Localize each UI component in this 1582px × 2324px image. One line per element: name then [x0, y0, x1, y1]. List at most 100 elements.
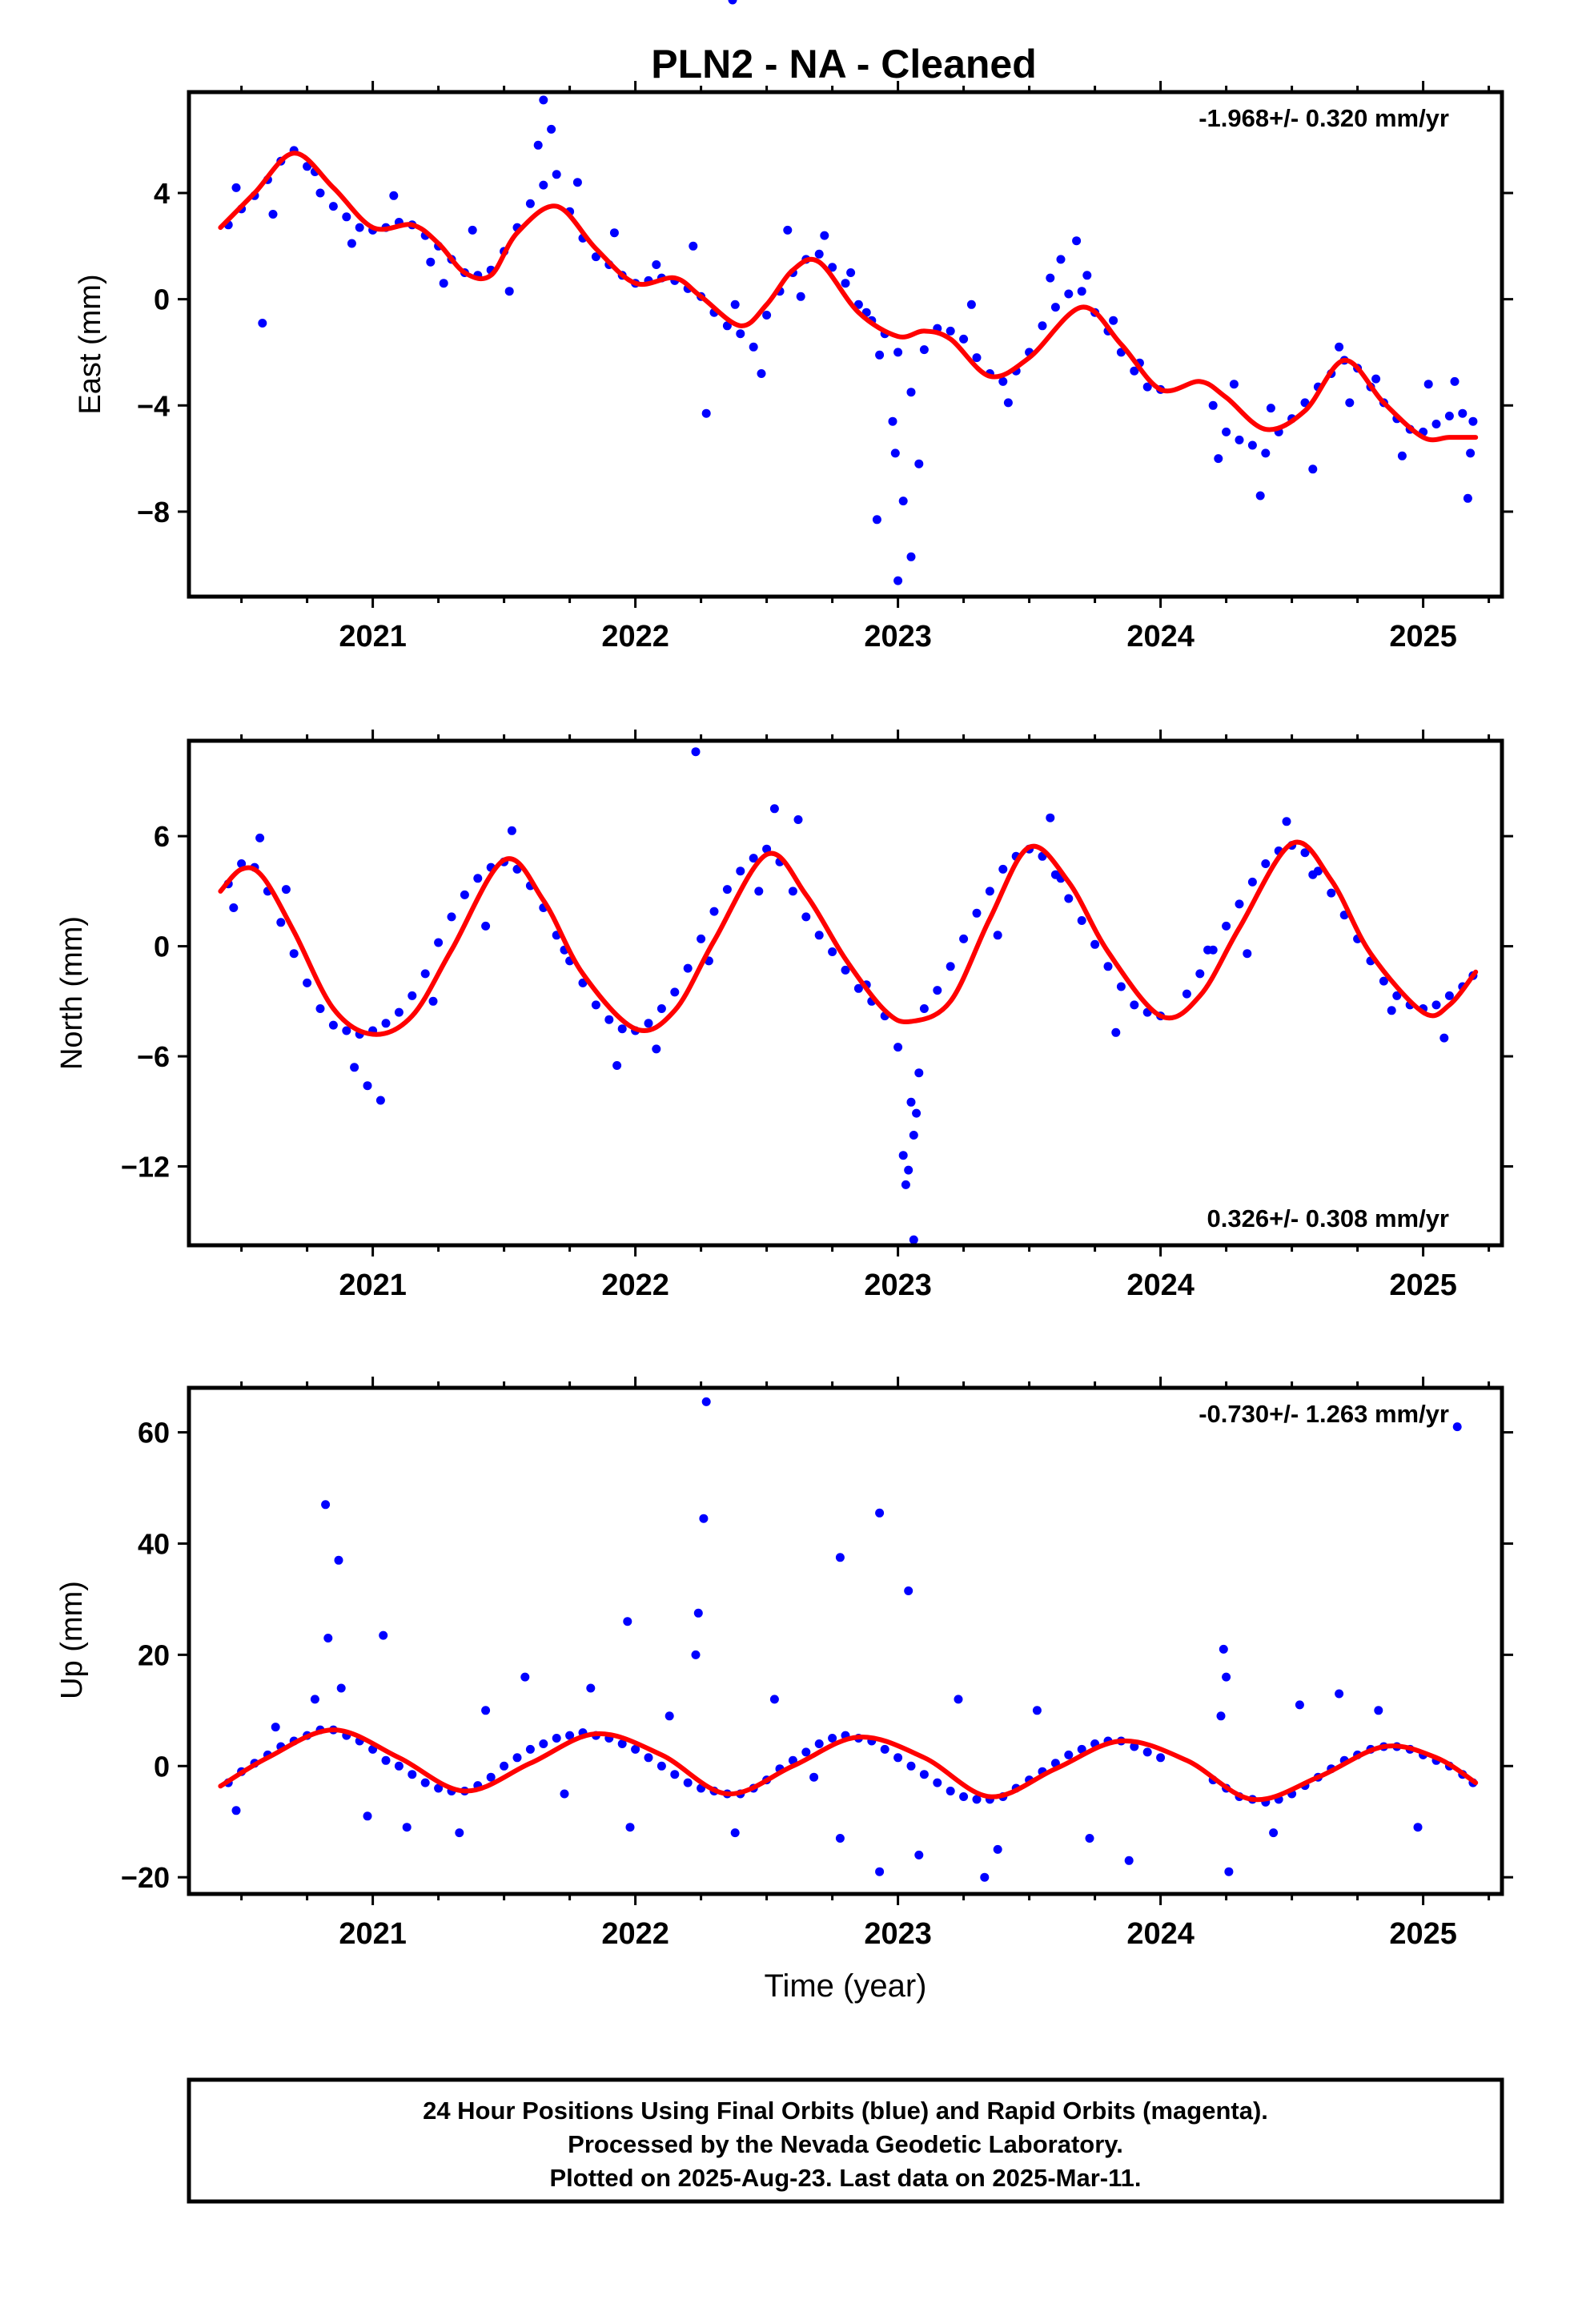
- north-data-point: [281, 885, 291, 895]
- north-data-point: [375, 1096, 385, 1105]
- east-data-point: [609, 228, 619, 238]
- up-y-tick-label: 0: [154, 1750, 170, 1783]
- up-data-point: [699, 1514, 709, 1523]
- up-data-point: [693, 1608, 703, 1618]
- north-data-point: [656, 1004, 666, 1013]
- east-data-point: [946, 326, 955, 336]
- east-data-point: [1229, 380, 1239, 389]
- north-data-point: [904, 1165, 913, 1175]
- north-data-point: [1300, 848, 1310, 858]
- north-data-point: [1444, 991, 1454, 1000]
- east-data-point: [1056, 255, 1066, 264]
- east-data-point: [1261, 448, 1271, 458]
- up-y-tick-label: 40: [138, 1527, 170, 1560]
- up-data-point: [972, 1795, 982, 1804]
- x-axis-label: Time (year): [765, 1968, 927, 2004]
- north-panel: 2021 2022 2023 2024 2025 6 0 −6 −12 0.326+/- 0.3…: [55, 730, 1513, 1302]
- east-data-point: [1130, 366, 1139, 376]
- north-rate-annotation: 0.326+/- 0.308 mm/yr: [1207, 1204, 1449, 1232]
- north-data-point: [1379, 976, 1388, 986]
- east-data-point: [783, 225, 793, 235]
- up-data-point: [1156, 1753, 1166, 1763]
- up-y-tick-label: 20: [138, 1638, 170, 1671]
- north-data-point: [1392, 991, 1402, 1000]
- north-data-point: [853, 983, 863, 993]
- north-data-point: [1439, 1033, 1449, 1043]
- up-data-marks: [218, 0, 1479, 1882]
- up-data-point: [1269, 1828, 1279, 1838]
- up-data-point: [954, 1695, 963, 1704]
- up-data-point: [914, 1850, 924, 1860]
- north-data-point: [972, 908, 982, 918]
- up-data-point: [402, 1823, 412, 1832]
- up-data-point: [670, 1770, 680, 1779]
- east-data-point: [757, 369, 766, 378]
- east-data-point: [796, 292, 805, 301]
- east-data-point: [1003, 398, 1013, 408]
- north-data-point: [993, 931, 1002, 940]
- east-data-point: [814, 249, 824, 259]
- north-data-point: [946, 962, 955, 971]
- east-data-point: [1247, 440, 1257, 450]
- east-data-point: [872, 515, 881, 525]
- up-data-point: [1085, 1834, 1094, 1843]
- north-data-point: [237, 859, 247, 868]
- north-y-tick-label: −6: [137, 1040, 170, 1073]
- east-data-marks: [218, 95, 1479, 585]
- north-data-point: [381, 1019, 391, 1028]
- north-data-point: [1046, 813, 1055, 822]
- east-data-point: [701, 408, 711, 418]
- east-data-point: [893, 348, 903, 357]
- east-data-point: [1335, 342, 1344, 352]
- north-data-point: [749, 854, 758, 863]
- north-data-point: [1090, 939, 1100, 949]
- up-data-point: [801, 1747, 811, 1757]
- east-data-point: [328, 202, 338, 211]
- east-data-point: [959, 334, 969, 344]
- north-data-point: [919, 1004, 929, 1013]
- north-data-point: [736, 866, 745, 876]
- up-data-point: [379, 1630, 388, 1640]
- up-data-point: [500, 1761, 509, 1771]
- east-data-point: [846, 268, 856, 277]
- up-data-point: [1032, 1706, 1042, 1715]
- up-data-point: [665, 1711, 674, 1721]
- up-data-point: [363, 1811, 372, 1821]
- north-data-point: [1387, 1006, 1396, 1015]
- north-data-point: [1327, 888, 1336, 898]
- up-data-point: [904, 1586, 913, 1595]
- north-fit-curve: [218, 839, 1479, 1037]
- up-data-point: [486, 1772, 496, 1782]
- north-data-point: [507, 826, 516, 835]
- north-data-point: [959, 934, 969, 943]
- footer-line-3: Plotted on 2025-Aug-23. Last data on 202…: [549, 2164, 1141, 2192]
- up-data-point: [455, 1828, 464, 1838]
- east-data-point: [355, 223, 364, 232]
- north-data-point: [289, 949, 299, 959]
- north-data-point: [683, 963, 693, 973]
- up-data-point: [1077, 1744, 1086, 1754]
- north-data-point: [1308, 870, 1318, 879]
- up-data-point: [623, 1617, 632, 1626]
- north-axes: 2021 2022 2023 2024 2025 6 0 −6 −12: [121, 730, 1513, 1302]
- east-data-point: [893, 576, 903, 585]
- north-data-point: [473, 874, 483, 883]
- east-y-axis-label: East (mm): [74, 274, 107, 414]
- up-data-point: [323, 1634, 333, 1642]
- east-data-point: [966, 300, 976, 309]
- east-data-point: [820, 231, 829, 240]
- east-data-point: [652, 260, 661, 269]
- north-data-point: [342, 1026, 351, 1035]
- up-data-point: [730, 1828, 740, 1838]
- up-data-point: [809, 1772, 819, 1782]
- east-data-point: [389, 191, 399, 200]
- east-data-point: [749, 342, 758, 352]
- up-data-point: [481, 1706, 491, 1715]
- up-data-point: [617, 1739, 627, 1748]
- north-data-marks: [218, 747, 1479, 1244]
- north-data-point: [898, 1151, 908, 1160]
- north-data-point: [1195, 969, 1205, 979]
- north-data-point: [670, 987, 680, 997]
- east-data-point: [1423, 380, 1433, 389]
- up-data-point: [1295, 1700, 1304, 1710]
